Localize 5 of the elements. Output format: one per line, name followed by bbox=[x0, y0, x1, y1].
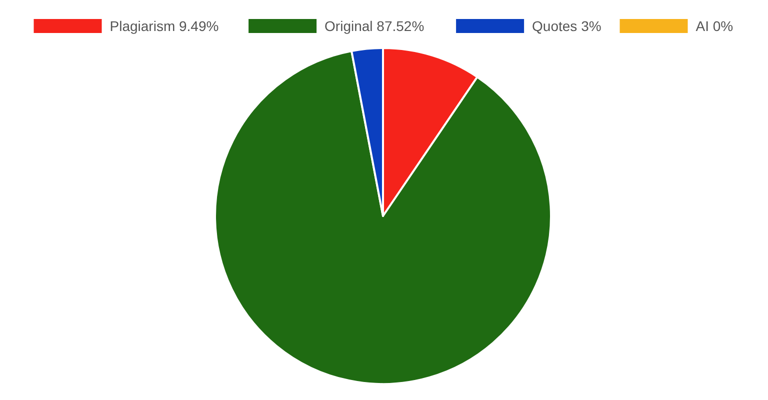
legend-label: Original 87.52% bbox=[324, 18, 424, 34]
legend-label: Quotes 3% bbox=[532, 18, 602, 34]
legend-label: AI 0% bbox=[696, 18, 734, 34]
pie-slice bbox=[214, 50, 552, 385]
legend-label: Plagiarism 9.49% bbox=[110, 18, 219, 34]
